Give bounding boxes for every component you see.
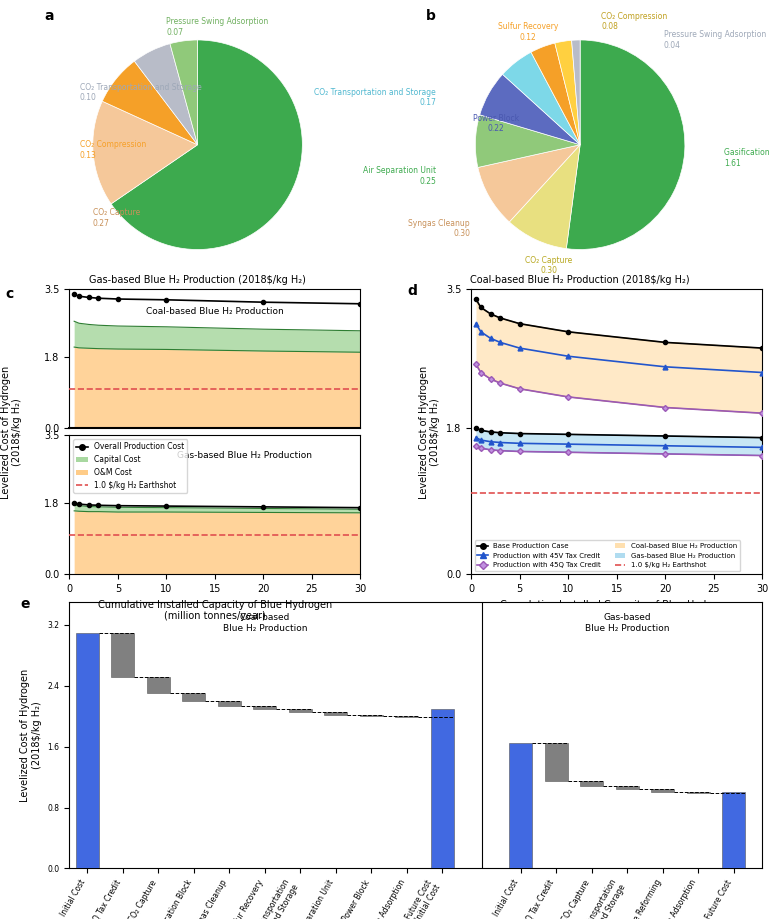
- Text: Steam Methane Reforming
1.08: Steam Methane Reforming 1.08: [152, 187, 255, 207]
- Bar: [616, 787, 639, 789]
- Text: e: e: [21, 596, 30, 610]
- Bar: [111, 633, 134, 676]
- Text: Gas-based Blue H₂ Production: Gas-based Blue H₂ Production: [176, 451, 312, 460]
- X-axis label: Cumulative Installed Capacity of Blue Hydrogen
(million tonnes/year): Cumulative Installed Capacity of Blue Hy…: [500, 600, 734, 621]
- Bar: [218, 701, 241, 706]
- Bar: [509, 743, 532, 868]
- Bar: [580, 781, 603, 787]
- Text: CO₂ Transportation and Storage
0.10: CO₂ Transportation and Storage 0.10: [80, 83, 202, 102]
- Bar: [544, 743, 567, 781]
- Wedge shape: [135, 44, 198, 145]
- Wedge shape: [555, 40, 580, 145]
- Legend: Overall Production Cost, Capital Cost, O&M Cost, 1.0 $/kg H₂ Earthshot: Overall Production Cost, Capital Cost, O…: [73, 439, 187, 493]
- Text: CO₂ Capture
0.30: CO₂ Capture 0.30: [525, 255, 572, 275]
- Wedge shape: [478, 145, 580, 222]
- Wedge shape: [111, 40, 303, 249]
- Wedge shape: [571, 40, 580, 145]
- Wedge shape: [170, 40, 198, 145]
- Wedge shape: [566, 40, 685, 249]
- Wedge shape: [102, 62, 198, 145]
- Wedge shape: [531, 43, 580, 145]
- Text: Gasification Block
1.61: Gasification Block 1.61: [724, 148, 770, 167]
- Text: c: c: [5, 287, 14, 301]
- Text: Air Separation Unit
0.25: Air Separation Unit 0.25: [363, 166, 436, 186]
- Text: Gas-based
Blue H₂ Production: Gas-based Blue H₂ Production: [585, 613, 669, 633]
- Text: Power Block
0.22: Power Block 0.22: [474, 114, 520, 133]
- Bar: [75, 633, 99, 868]
- Text: CO₂ Capture
0.27: CO₂ Capture 0.27: [93, 209, 140, 228]
- Bar: [146, 676, 169, 693]
- Y-axis label: Levelized Cost of Hydrogen
(2018$/kg H₂): Levelized Cost of Hydrogen (2018$/kg H₂): [419, 366, 440, 498]
- Text: Pressure Swing Adsorption
0.07: Pressure Swing Adsorption 0.07: [166, 17, 269, 37]
- Text: Pressure Swing Adsorption
0.04: Pressure Swing Adsorption 0.04: [664, 30, 766, 50]
- Bar: [431, 709, 454, 868]
- Title: Gas-based Blue H₂ Production (2018$/kg H₂): Gas-based Blue H₂ Production (2018$/kg H…: [89, 275, 306, 285]
- Bar: [253, 706, 276, 709]
- Text: Levelized Cost of Hydrogen
(2018$/kg H₂): Levelized Cost of Hydrogen (2018$/kg H₂): [1, 366, 22, 498]
- Legend: Base Production Case, Production with 45V Tax Credit, Production with 45Q Tax Cr: Base Production Case, Production with 45…: [474, 540, 740, 571]
- Bar: [687, 791, 710, 793]
- Wedge shape: [509, 145, 580, 249]
- Text: Syngas Cleanup
0.30: Syngas Cleanup 0.30: [409, 219, 470, 238]
- X-axis label: Cumulative Installed Capacity of Blue Hydrogen
(million tonnes/year): Cumulative Installed Capacity of Blue Hy…: [98, 600, 332, 621]
- Text: Coal-based
Blue H₂ Production: Coal-based Blue H₂ Production: [223, 613, 307, 633]
- Text: d: d: [407, 284, 417, 298]
- Bar: [289, 709, 312, 712]
- Wedge shape: [503, 52, 580, 145]
- Text: Coal-based Blue H₂ Production: Coal-based Blue H₂ Production: [146, 307, 284, 316]
- Text: CO₂ Transportation and Storage
0.17: CO₂ Transportation and Storage 0.17: [314, 88, 436, 108]
- Wedge shape: [93, 101, 198, 204]
- Text: Sulfur Recovery
0.12: Sulfur Recovery 0.12: [497, 22, 558, 42]
- Title: Coal-based Blue H₂ Production (2018$/kg H₂): Coal-based Blue H₂ Production (2018$/kg …: [470, 275, 690, 285]
- Bar: [360, 715, 383, 716]
- Y-axis label: Levelized Cost of Hydrogen
(2018$/kg H₂): Levelized Cost of Hydrogen (2018$/kg H₂): [20, 669, 42, 801]
- Wedge shape: [475, 115, 580, 167]
- Text: CO₂ Compression
0.08: CO₂ Compression 0.08: [601, 12, 668, 31]
- Wedge shape: [480, 74, 580, 145]
- Bar: [722, 791, 745, 868]
- Bar: [324, 712, 347, 715]
- Text: a: a: [44, 8, 54, 23]
- Text: b: b: [427, 8, 436, 23]
- Bar: [651, 789, 675, 791]
- Bar: [182, 693, 206, 701]
- Text: CO₂ Compression
0.13: CO₂ Compression 0.13: [80, 141, 146, 160]
